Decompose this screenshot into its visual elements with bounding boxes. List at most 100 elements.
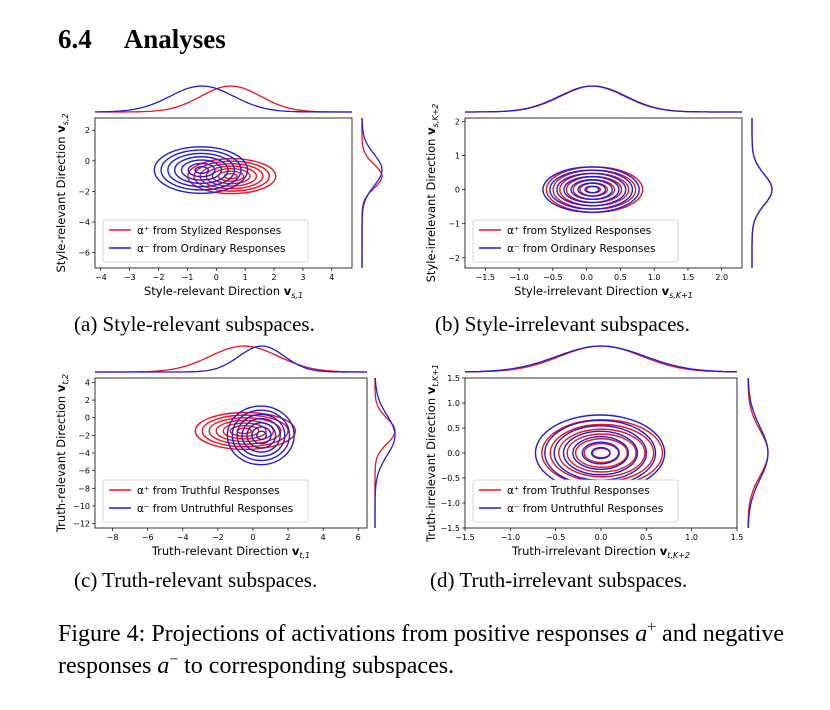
subcaption-b: (b) Style-irrelevant subspaces. — [435, 312, 690, 336]
subcaption-d: (d) Truth-irrelevant subspaces. — [430, 568, 688, 592]
x-tick-label: 1.5 — [731, 533, 744, 542]
contour-positive-5 — [559, 172, 630, 207]
plot-frame — [94, 117, 353, 269]
figure-text-3: to corresponding subspaces. — [184, 653, 455, 679]
legend-label: α⁻ from Untruthful Responses — [137, 503, 293, 515]
y-tick-label: 0.5 — [447, 424, 460, 433]
contour-negative-6 — [231, 409, 291, 462]
y-tick-label: 2 — [85, 396, 90, 405]
x-tick-label: 0.0 — [580, 273, 593, 282]
marginal-y-positive — [374, 378, 396, 528]
y-tick-label: −2 — [78, 187, 90, 196]
chart-panel-1: −1.5 −1.0 −0.5 0.0 0.5 1.0 1.5 2.0 2 1 0 −1 −2 Style-… — [424, 85, 773, 300]
x-tick-label: −3 — [124, 273, 136, 282]
x-tick-label: 4 — [321, 533, 326, 542]
y-tick-label: −0.5 — [441, 474, 460, 483]
marginal-y-negative — [374, 377, 396, 528]
contour-positive-2 — [583, 442, 620, 464]
figure-text-1: Projections of activations from positive… — [151, 621, 630, 647]
x-tick-label: −4 — [177, 533, 189, 542]
marginal-x-negative — [464, 345, 738, 373]
x-axis-label: Style-relevant Direction vs,1 — [144, 284, 303, 300]
contour-positive-5 — [558, 428, 646, 478]
contour-negative-2 — [577, 182, 607, 197]
y-tick-label: 0 — [85, 157, 90, 166]
x-tick-label: 0.5 — [640, 533, 653, 542]
marginal-x-negative — [465, 85, 742, 113]
x-tick-label: −1.5 — [476, 273, 495, 282]
y-axis-label: Truth-irrelevant Direction vt,K+1 — [424, 364, 440, 543]
marginal-x-positive — [465, 345, 737, 373]
contour-positive-4 — [566, 433, 637, 473]
contour-negative-1 — [256, 430, 268, 441]
marginal-y-negative — [361, 118, 383, 268]
y-tick-label: 2 — [85, 126, 90, 135]
subcaption-c: (c) Truth-relevant subspaces. — [74, 568, 318, 592]
figure-label: Figure 4: — [58, 621, 146, 647]
contour-negative-7 — [153, 146, 249, 195]
contour-positive-6 — [549, 423, 655, 483]
contour-negative-4 — [173, 156, 229, 185]
a-plus-sup: + — [647, 619, 657, 636]
contour-positive-2 — [579, 182, 609, 197]
plot-frame — [464, 117, 743, 269]
x-tick-label: 0 — [214, 273, 219, 282]
contour-negative-2 — [187, 162, 216, 178]
contour-negative-2 — [581, 441, 620, 465]
contour-negative-2 — [251, 426, 272, 445]
y-tick-label: −1.0 — [441, 499, 460, 508]
x-tick-label: −1.5 — [455, 533, 474, 542]
marginal-x-positive — [95, 345, 368, 373]
x-tick-label: 3 — [300, 273, 305, 282]
subcaption-a: (a) Style-relevant subspaces. — [74, 312, 315, 336]
figure-caption: Figure 4: Projections of activations fro… — [58, 618, 788, 682]
chart-panel-0: −4 −3 −2 −1 0 1 2 3 4 2 0 −2 −4 −6 Style-relevant Dire… — [54, 85, 383, 300]
legend-label: α⁺ from Stylized Responses — [507, 225, 651, 237]
contour-group — [542, 166, 644, 213]
x-tick-label: 1.5 — [682, 273, 695, 282]
x-axis-label: Truth-relevant Direction vt,1 — [151, 544, 310, 560]
legend-label: α⁻ from Ordinary Responses — [507, 243, 655, 255]
contour-negative-5 — [167, 152, 236, 188]
x-tick-label: −2 — [153, 273, 165, 282]
legend-box — [102, 219, 309, 263]
contour-negative-1 — [194, 166, 210, 175]
contour-group — [153, 146, 277, 195]
y-axis-label: Style-irrelevant Direction vs,K+2 — [424, 104, 440, 283]
x-tick-label: 1.0 — [648, 273, 661, 282]
legend-box — [472, 219, 679, 263]
contour-negative-1 — [590, 446, 611, 460]
marginal-x-negative — [95, 85, 352, 113]
contour-positive-7 — [187, 158, 277, 195]
contour-negative-4 — [241, 417, 281, 453]
x-tick-label: 0.5 — [614, 273, 627, 282]
legend-label: α⁺ from Truthful Responses — [507, 485, 650, 497]
y-tick-label: −1 — [448, 220, 460, 229]
contour-positive-2 — [229, 424, 260, 437]
x-tick-label: 6 — [356, 533, 361, 542]
section-title: 6.4 Analyses — [58, 24, 226, 55]
contour-negative-4 — [562, 430, 639, 476]
section-name: Analyses — [123, 24, 226, 54]
y-tick-label: 1 — [455, 152, 460, 161]
x-axis-label: Truth-irrelevant Direction vt,K+2 — [511, 544, 690, 560]
x-tick-label: −0.5 — [546, 533, 565, 542]
contour-negative-7 — [226, 405, 295, 466]
legend-label: α⁻ from Untruthful Responses — [507, 503, 663, 515]
y-tick-label: −4 — [78, 218, 90, 227]
x-tick-label: −0.5 — [543, 273, 562, 282]
marginal-x-positive — [465, 85, 742, 113]
y-tick-label: −8 — [78, 484, 90, 493]
x-tick-label: −1 — [182, 273, 194, 282]
x-tick-label: −4 — [95, 273, 107, 282]
contour-negative-5 — [556, 172, 627, 207]
y-tick-label: −6 — [78, 467, 90, 476]
x-tick-label: 2.0 — [715, 273, 728, 282]
legend-label: α⁺ from Truthful Responses — [137, 485, 280, 497]
marginal-y-negative — [751, 118, 773, 268]
y-tick-label: −1.5 — [441, 524, 460, 533]
y-tick-label: −6 — [78, 249, 90, 258]
x-tick-label: 2 — [285, 533, 290, 542]
contour-negative-6 — [544, 419, 657, 487]
y-axis-label: Truth-relevant Direction vt,2 — [54, 374, 70, 533]
